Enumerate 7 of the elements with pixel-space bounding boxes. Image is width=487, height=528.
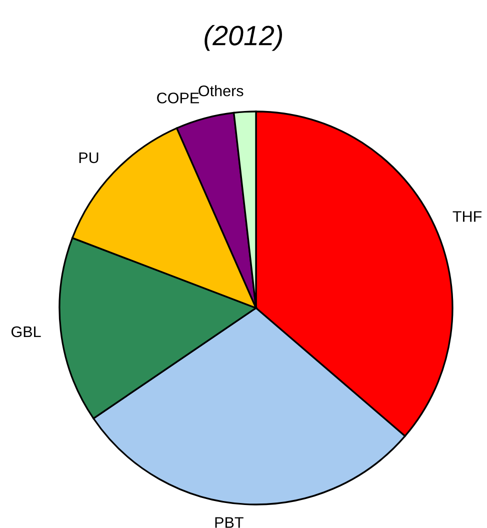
chart-title: (2012)	[204, 25, 282, 51]
slice-label: THF	[452, 211, 482, 222]
slice-label: PBT	[215, 517, 244, 528]
slice-label: PU	[79, 152, 98, 164]
slice-label: COPE	[157, 92, 199, 104]
slice-label: Others	[198, 85, 244, 96]
slice-label: GBL	[12, 326, 41, 338]
